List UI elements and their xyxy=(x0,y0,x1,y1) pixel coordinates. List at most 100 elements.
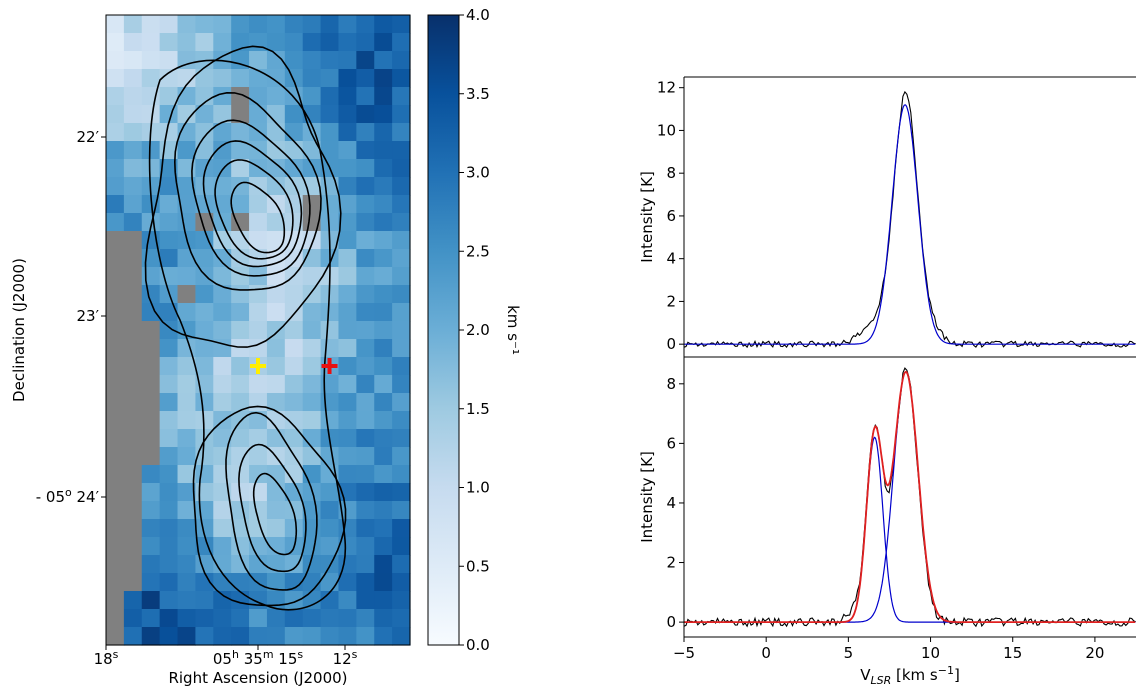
map-pixel xyxy=(338,69,357,88)
map-pixel xyxy=(249,339,268,358)
map-pixel xyxy=(392,267,411,286)
map-pixel xyxy=(159,213,179,232)
map-pixel xyxy=(266,375,286,394)
map-pixel xyxy=(195,159,214,178)
map-pixel xyxy=(284,501,304,520)
map-pixel xyxy=(302,555,322,574)
map-pixel xyxy=(320,321,340,340)
map-pixel xyxy=(266,411,286,430)
map-pixel xyxy=(392,357,411,376)
map-pixel xyxy=(123,285,143,304)
map-pixel xyxy=(392,141,411,160)
map-pixel xyxy=(177,501,197,520)
map-pixel xyxy=(177,465,197,484)
bottom-x-axis-label: VLSR [km s−1] xyxy=(860,664,960,686)
map-pixel xyxy=(392,51,411,70)
map-pixel xyxy=(374,303,393,322)
y-tick-label: 0 xyxy=(666,613,676,631)
map-pixel xyxy=(231,177,250,196)
colorbar-tick-label: 4.0 xyxy=(466,6,490,24)
x-tick-label: −5 xyxy=(673,644,695,662)
map-pixel xyxy=(195,393,214,412)
y-tick-label: 8 xyxy=(666,164,676,182)
map-pixel xyxy=(231,267,250,286)
map-pixel xyxy=(106,627,125,646)
map-pixel xyxy=(356,195,375,214)
colorbar-ticks: 0.0 0.5 1.0 1.5 2.0 2.5 3.0 3.5 4.0 xyxy=(459,6,490,654)
map-pixel xyxy=(177,393,197,412)
map-pixel xyxy=(106,609,125,628)
map-pixel xyxy=(284,51,304,70)
map-pixel xyxy=(213,357,232,376)
map-pixel xyxy=(213,537,232,556)
map-pixel xyxy=(141,141,161,160)
map-pixel xyxy=(231,609,250,628)
map-pixel xyxy=(106,429,125,448)
map-pixel xyxy=(302,231,322,250)
map-pixel xyxy=(392,87,411,106)
map-pixel xyxy=(123,213,143,232)
map-pixel xyxy=(320,303,340,322)
red-plus-marker xyxy=(321,358,338,374)
map-pixel xyxy=(249,303,268,322)
map-pixel xyxy=(356,519,375,538)
map-x-tick-label: 18s xyxy=(94,648,119,668)
map-pixel xyxy=(338,357,357,376)
map-pixel xyxy=(374,159,393,178)
map-pixel xyxy=(356,33,375,52)
map-pixel xyxy=(249,105,268,124)
map-pixel xyxy=(320,393,340,412)
map-pixel xyxy=(320,483,340,502)
map-pixel xyxy=(338,177,357,196)
map-pixel xyxy=(392,177,411,196)
map-pixel xyxy=(177,519,197,538)
map-pixel xyxy=(338,87,357,106)
map-pixel xyxy=(249,87,268,106)
map-pixel xyxy=(266,483,286,502)
map-pixel xyxy=(392,411,411,430)
map-pixel xyxy=(159,123,179,142)
map-pixel xyxy=(195,303,214,322)
map-pixel xyxy=(302,195,322,214)
map-pixel xyxy=(284,627,304,646)
map-pixel xyxy=(338,627,357,646)
map-pixel xyxy=(231,339,250,358)
map-pixel xyxy=(159,249,179,268)
map-pixel xyxy=(284,321,304,340)
map-markers xyxy=(250,358,338,374)
map-pixel xyxy=(392,627,411,646)
map-pixel xyxy=(141,249,161,268)
map-pixel xyxy=(374,591,393,610)
map-pixel xyxy=(284,411,304,430)
y-tick-label: 8 xyxy=(666,375,676,393)
map-pixel xyxy=(374,285,393,304)
map-pixel xyxy=(266,465,286,484)
map-pixel xyxy=(213,573,232,592)
map-pixel xyxy=(374,33,393,52)
map-pixel xyxy=(320,609,340,628)
map-pixel xyxy=(284,15,304,34)
map-pixel xyxy=(159,339,179,358)
map-pixel xyxy=(266,123,286,142)
map-pixel xyxy=(106,357,125,376)
map-pixel xyxy=(159,501,179,520)
map-pixel xyxy=(106,105,125,124)
map-pixel xyxy=(195,411,214,430)
map-pixel xyxy=(284,105,304,124)
map-pixel xyxy=(141,213,161,232)
map-pixel xyxy=(356,411,375,430)
map-pixel xyxy=(106,393,125,412)
map-pixel xyxy=(392,285,411,304)
map-pixel xyxy=(338,285,357,304)
map-pixel xyxy=(356,213,375,232)
map-pixel xyxy=(392,69,411,88)
map-pixel xyxy=(338,609,357,628)
map-pixel xyxy=(392,537,411,556)
map-pixel xyxy=(374,483,393,502)
map-pixel xyxy=(123,321,143,340)
map-pixel xyxy=(159,177,179,196)
map-pixel xyxy=(141,447,161,466)
map-pixel xyxy=(195,249,214,268)
y-tick-label: 6 xyxy=(666,207,676,225)
map-pixel xyxy=(141,303,161,322)
